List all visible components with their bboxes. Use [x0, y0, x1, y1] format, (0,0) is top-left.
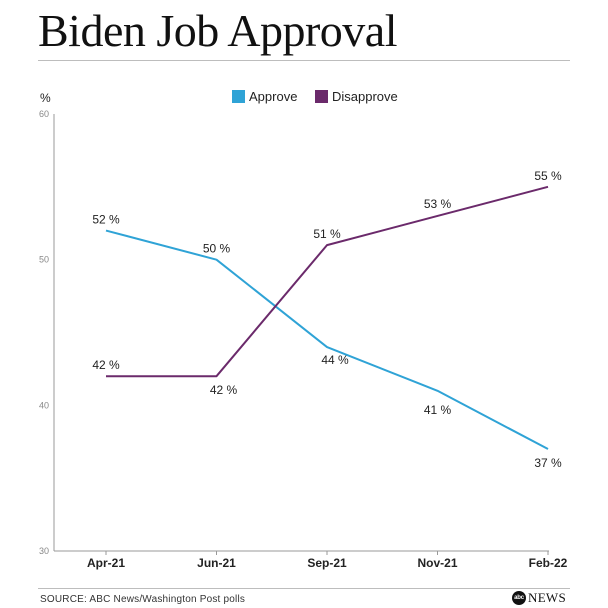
- footer-divider: [38, 588, 570, 589]
- legend-label-approve: Approve: [249, 89, 297, 104]
- y-tick-label: 40: [39, 400, 49, 410]
- x-tick-label: Nov-21: [417, 556, 457, 570]
- data-label-disapprove: 51 %: [313, 227, 341, 241]
- series-lines: [105, 185, 549, 450]
- data-label-disapprove: 53 %: [424, 197, 452, 211]
- abc-news-logo: abc NEWS: [512, 590, 566, 606]
- chart-title: Biden Job Approval: [38, 5, 397, 56]
- legend-swatch-disapprove: [315, 90, 328, 103]
- data-label-approve: 52 %: [92, 213, 120, 227]
- data-label-disapprove: 42 %: [92, 358, 120, 372]
- legend-swatch-approve: [232, 90, 245, 103]
- source-note: SOURCE: ABC News/Washington Post polls: [40, 594, 246, 605]
- data-label-approve: 50 %: [203, 242, 231, 256]
- data-label-approve: 41 %: [424, 403, 452, 417]
- abc-logo-mark: abc: [512, 591, 526, 605]
- legend-label-disapprove: Disapprove: [332, 89, 398, 104]
- y-axis-unit-label: %: [40, 91, 51, 105]
- series-line-approve: [105, 229, 549, 450]
- y-tick-label: 50: [39, 255, 49, 265]
- x-tick-label: Feb-22: [529, 556, 568, 570]
- y-tick-label: 60: [39, 109, 49, 119]
- data-label-approve: 37 %: [534, 456, 562, 470]
- data-label-disapprove: 42 %: [210, 383, 238, 397]
- title-divider: [38, 60, 570, 61]
- data-labels: 52 % 50 % 44 % 41 % 37 % 42 % 42 % 51 % 53 % 55 %: [92, 169, 562, 470]
- x-tick-label: Jun-21: [197, 556, 236, 570]
- y-tick-label: 30: [39, 546, 49, 556]
- data-label-approve: 44 %: [321, 353, 349, 367]
- data-label-disapprove: 55 %: [534, 169, 562, 183]
- x-tick-label: Sep-21: [307, 556, 347, 570]
- chart-legend: Approve Disapprove: [232, 89, 398, 104]
- abc-logo-text: NEWS: [528, 590, 567, 605]
- chart-axes: % 30 40 50 60 Apr-21 Jun-21 Sep-21 Nov-21 Feb-22: [39, 91, 568, 570]
- x-tick-label: Apr-21: [87, 556, 125, 570]
